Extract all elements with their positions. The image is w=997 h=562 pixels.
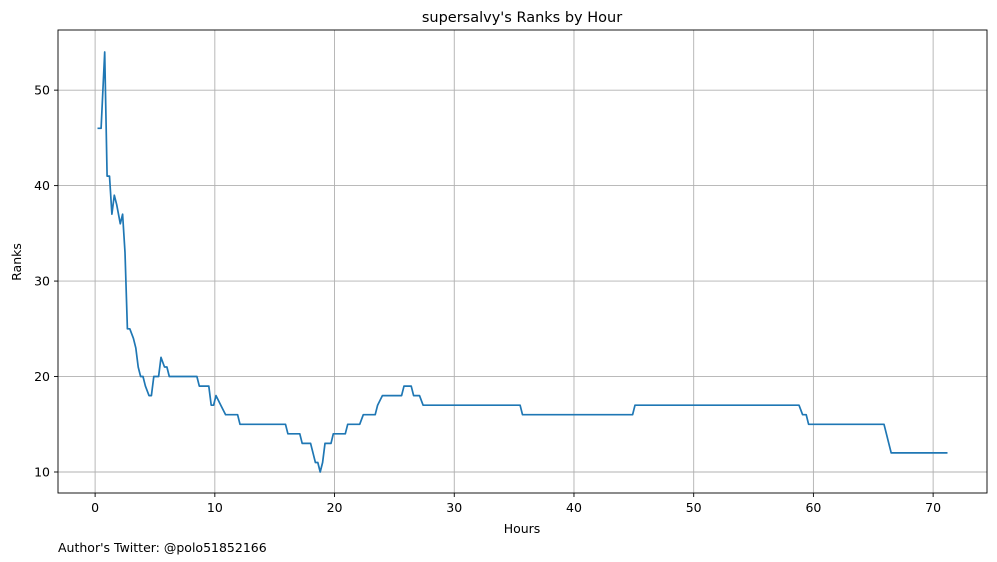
y-tick-label: 50	[34, 83, 50, 98]
x-axis-label: Hours	[504, 521, 541, 536]
x-tick-label: 20	[327, 500, 343, 515]
author-footnote: Author's Twitter: @polo51852166	[58, 540, 267, 555]
y-axis-ticks: 10 20 30 40 50	[34, 83, 58, 479]
y-tick-label: 10	[34, 464, 50, 479]
y-axis-label: Ranks	[9, 243, 24, 281]
plot-frame	[57, 29, 988, 494]
x-tick-label: 30	[446, 500, 462, 515]
y-tick-label: 40	[34, 178, 50, 193]
x-tick-label: 60	[805, 500, 821, 515]
x-tick-label: 10	[207, 500, 223, 515]
x-tick-label: 50	[686, 500, 702, 515]
x-tick-label: 70	[925, 500, 941, 515]
rank-series-line	[97, 51, 948, 473]
x-axis-ticks: 0 10 20 30 40 50 60 70	[91, 493, 941, 515]
grid-lines	[58, 30, 987, 493]
x-tick-label: 40	[566, 500, 582, 515]
chart-title: supersalvy's Ranks by Hour	[422, 10, 622, 26]
x-tick-label: 0	[91, 500, 99, 515]
y-tick-label: 20	[34, 369, 50, 384]
y-tick-label: 30	[34, 274, 50, 289]
